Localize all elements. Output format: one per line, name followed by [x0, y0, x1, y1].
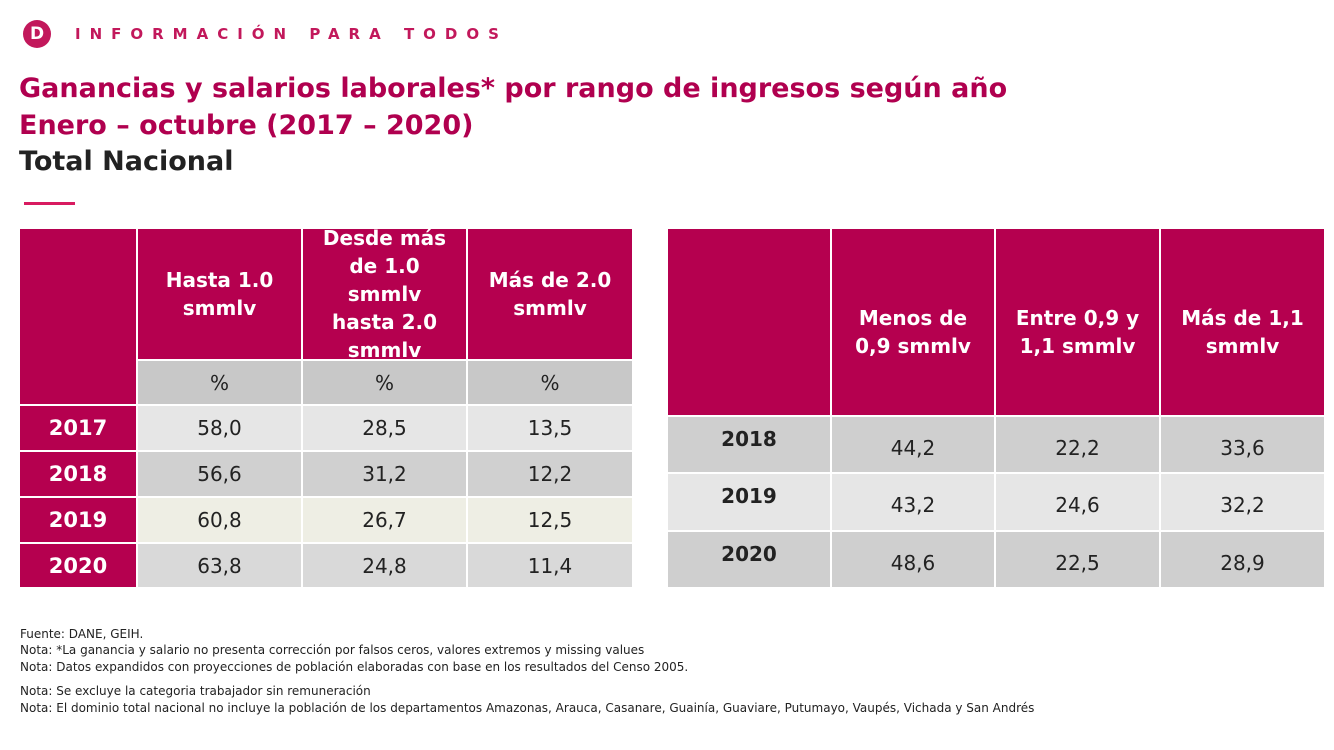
table-cell: 44,2: [831, 416, 995, 473]
table-cell: Más de 2.0 smmlv: [467, 228, 633, 360]
table-cell: 22,2: [995, 416, 1160, 473]
table-cell: Entre 0,9 y 1,1 smmlv: [995, 228, 1160, 416]
table-cell: 2020: [667, 531, 831, 588]
table-cell: 63,8: [137, 543, 302, 588]
table-cell: 28,9: [1160, 531, 1325, 588]
table-cell: Hasta 1.0 smmlv: [137, 228, 302, 360]
footnote: Fuente: DANE, GEIH.: [20, 627, 144, 641]
table-cell: 56,6: [137, 451, 302, 497]
footnote: Nota: *La ganancia y salario no presenta…: [20, 643, 645, 657]
table-cell: 2020: [19, 543, 137, 588]
table-cell: %: [467, 360, 633, 405]
title: Ganancias y salarios laborales* por rang…: [19, 73, 1008, 104]
table-cell: 12,2: [467, 451, 633, 497]
table-cell: 24,8: [302, 543, 467, 588]
table-cell: Menos de 0,9 smmlv: [831, 228, 995, 416]
table-cell: %: [137, 360, 302, 405]
table-cell: 11,4: [467, 543, 633, 588]
subtitle: Enero – octubre (2017 – 2020): [19, 110, 474, 141]
table-cell: 60,8: [137, 497, 302, 543]
accent-line: [24, 202, 75, 205]
cell-bg: [667, 228, 831, 416]
table-cell: 2019: [667, 473, 831, 531]
table-cell: 43,2: [831, 473, 995, 531]
logo: D: [23, 20, 51, 48]
table-cell: %: [302, 360, 467, 405]
table-cell: 2018: [667, 416, 831, 473]
table-cell: 28,5: [302, 405, 467, 451]
table-cell: 22,5: [995, 531, 1160, 588]
table-cell: Desde más de 1.0 smmlv hasta 2.0 smmlv: [302, 226, 467, 362]
table-cell: 13,5: [467, 405, 633, 451]
table-cell: 31,2: [302, 451, 467, 497]
subtitle: Total Nacional: [19, 146, 234, 177]
table-cell: 33,6: [1160, 416, 1325, 473]
footnote: Nota: El dominio total nacional no inclu…: [20, 701, 1035, 715]
table-cell: 26,7: [302, 497, 467, 543]
table-cell: 24,6: [995, 473, 1160, 531]
table-cell: 58,0: [137, 405, 302, 451]
table-cell: 2017: [19, 405, 137, 451]
footnote: Nota: Se excluye la categoria trabajador…: [20, 684, 371, 698]
table-cell: 12,5: [467, 497, 633, 543]
footnote: Nota: Datos expandidos con proyecciones …: [20, 660, 689, 674]
table-cell: 2019: [19, 497, 137, 543]
table-cell: 48,6: [831, 531, 995, 588]
table-cell: 32,2: [1160, 473, 1325, 531]
table-cell: 2018: [19, 451, 137, 497]
cell-bg: [19, 228, 137, 405]
table-cell: Más de 1,1 smmlv: [1160, 228, 1325, 416]
brand: INFORMACIÓN PARA TODOS: [75, 25, 508, 43]
